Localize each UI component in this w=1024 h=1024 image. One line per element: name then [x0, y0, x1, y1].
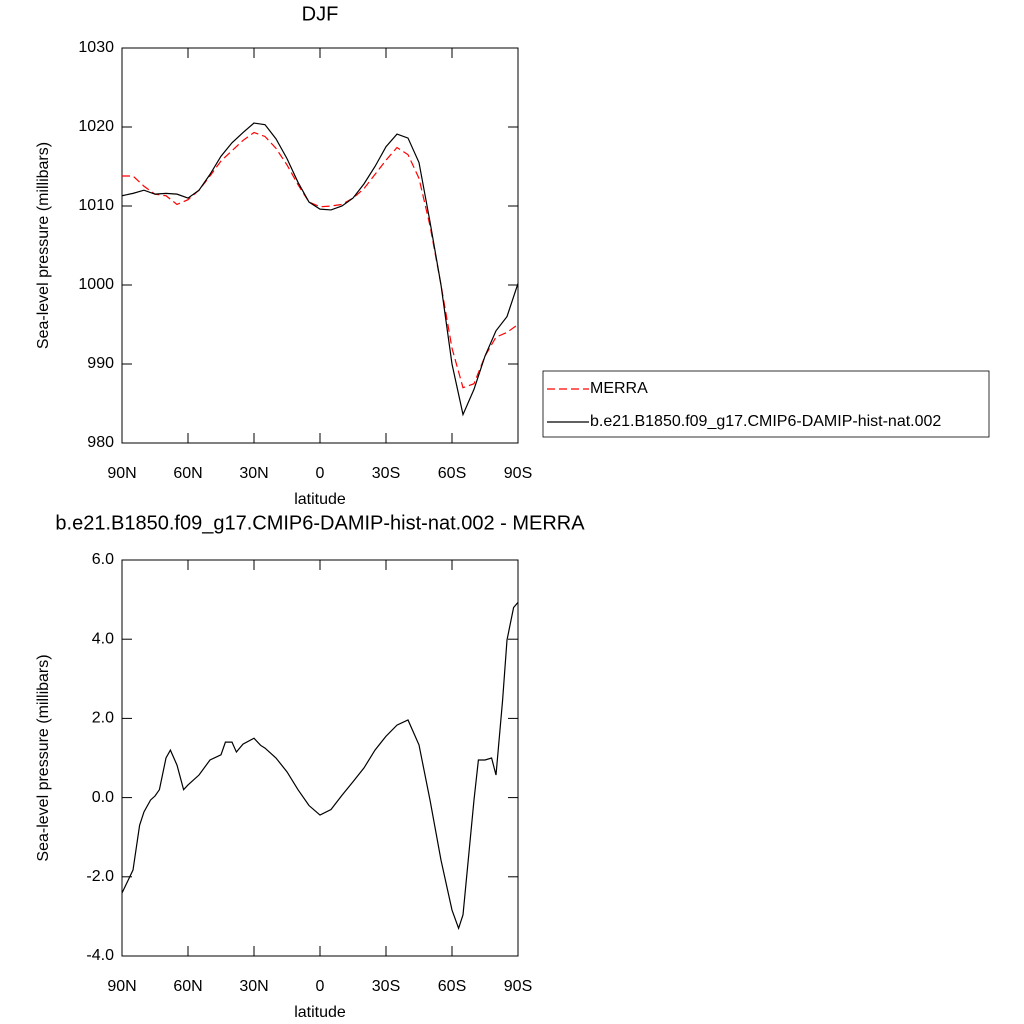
y-axis-label: Sea-level pressure (millibars) [35, 654, 52, 861]
y-tick-label: 980 [87, 434, 114, 451]
x-axis-label: latitude [294, 1004, 346, 1021]
y-tick-label: -4.0 [86, 947, 114, 964]
y-tick-label: 2.0 [92, 710, 114, 727]
x-axis-label: latitude [294, 491, 346, 508]
x-tick-label: 90N [107, 465, 136, 482]
x-tick-label: 0 [316, 465, 325, 482]
x-tick-label: 60N [173, 465, 202, 482]
plot-frame [121, 559, 519, 957]
y-tick-label: -2.0 [86, 868, 114, 885]
y-tick-label: 0.0 [92, 789, 114, 806]
x-tick-label: 30S [372, 978, 400, 995]
x-tick-label: 30N [239, 978, 268, 995]
x-tick-label: 90S [504, 465, 532, 482]
y-tick-label: 4.0 [92, 630, 114, 647]
chart-title: DJF [302, 3, 339, 25]
y-tick-label: 990 [87, 355, 114, 372]
y-tick-label: 1010 [78, 197, 114, 214]
data-line [122, 131, 519, 389]
x-tick-label: 60N [173, 978, 202, 995]
legend-box [542, 370, 990, 438]
x-tick-label: 0 [316, 978, 325, 995]
data-line [121, 122, 519, 417]
x-tick-label: 60S [438, 465, 466, 482]
legend-label: b.e21.B1850.f09_g17.CMIP6-DAMIP-hist-nat… [590, 413, 941, 430]
data-line [121, 601, 519, 931]
y-axis-label: Sea-level pressure (millibars) [35, 142, 52, 349]
y-tick-label: 1000 [78, 276, 114, 293]
legend-label: MERRA [590, 380, 648, 397]
chart-title: b.e21.B1850.f09_g17.CMIP6-DAMIP-hist-nat… [55, 512, 585, 534]
x-tick-label: 60S [438, 978, 466, 995]
x-tick-label: 90S [504, 978, 532, 995]
y-tick-label: 6.0 [92, 551, 114, 568]
y-tick-label: 1020 [78, 118, 114, 135]
x-tick-label: 90N [107, 978, 136, 995]
plot-frame [121, 47, 519, 444]
y-tick-label: 1030 [78, 39, 114, 56]
x-tick-label: 30N [239, 465, 268, 482]
x-tick-label: 30S [372, 465, 400, 482]
